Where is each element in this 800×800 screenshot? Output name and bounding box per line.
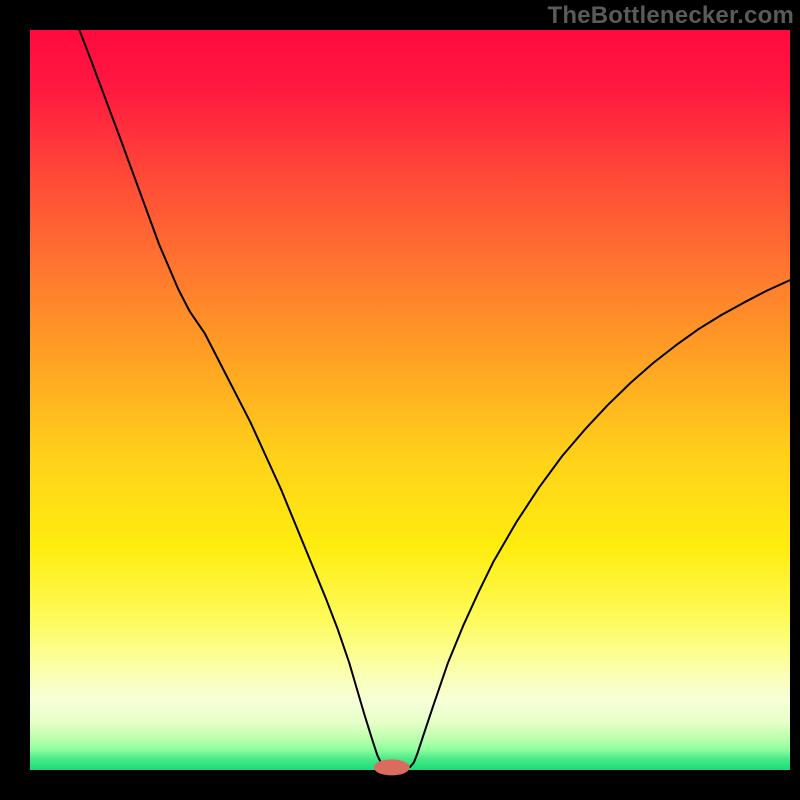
chart-frame: TheBottlenecker.com: [0, 0, 800, 800]
watermark-text: TheBottlenecker.com: [547, 2, 794, 30]
chart-svg: [0, 0, 800, 800]
plot-background: [30, 30, 790, 770]
optimal-marker: [374, 759, 410, 775]
